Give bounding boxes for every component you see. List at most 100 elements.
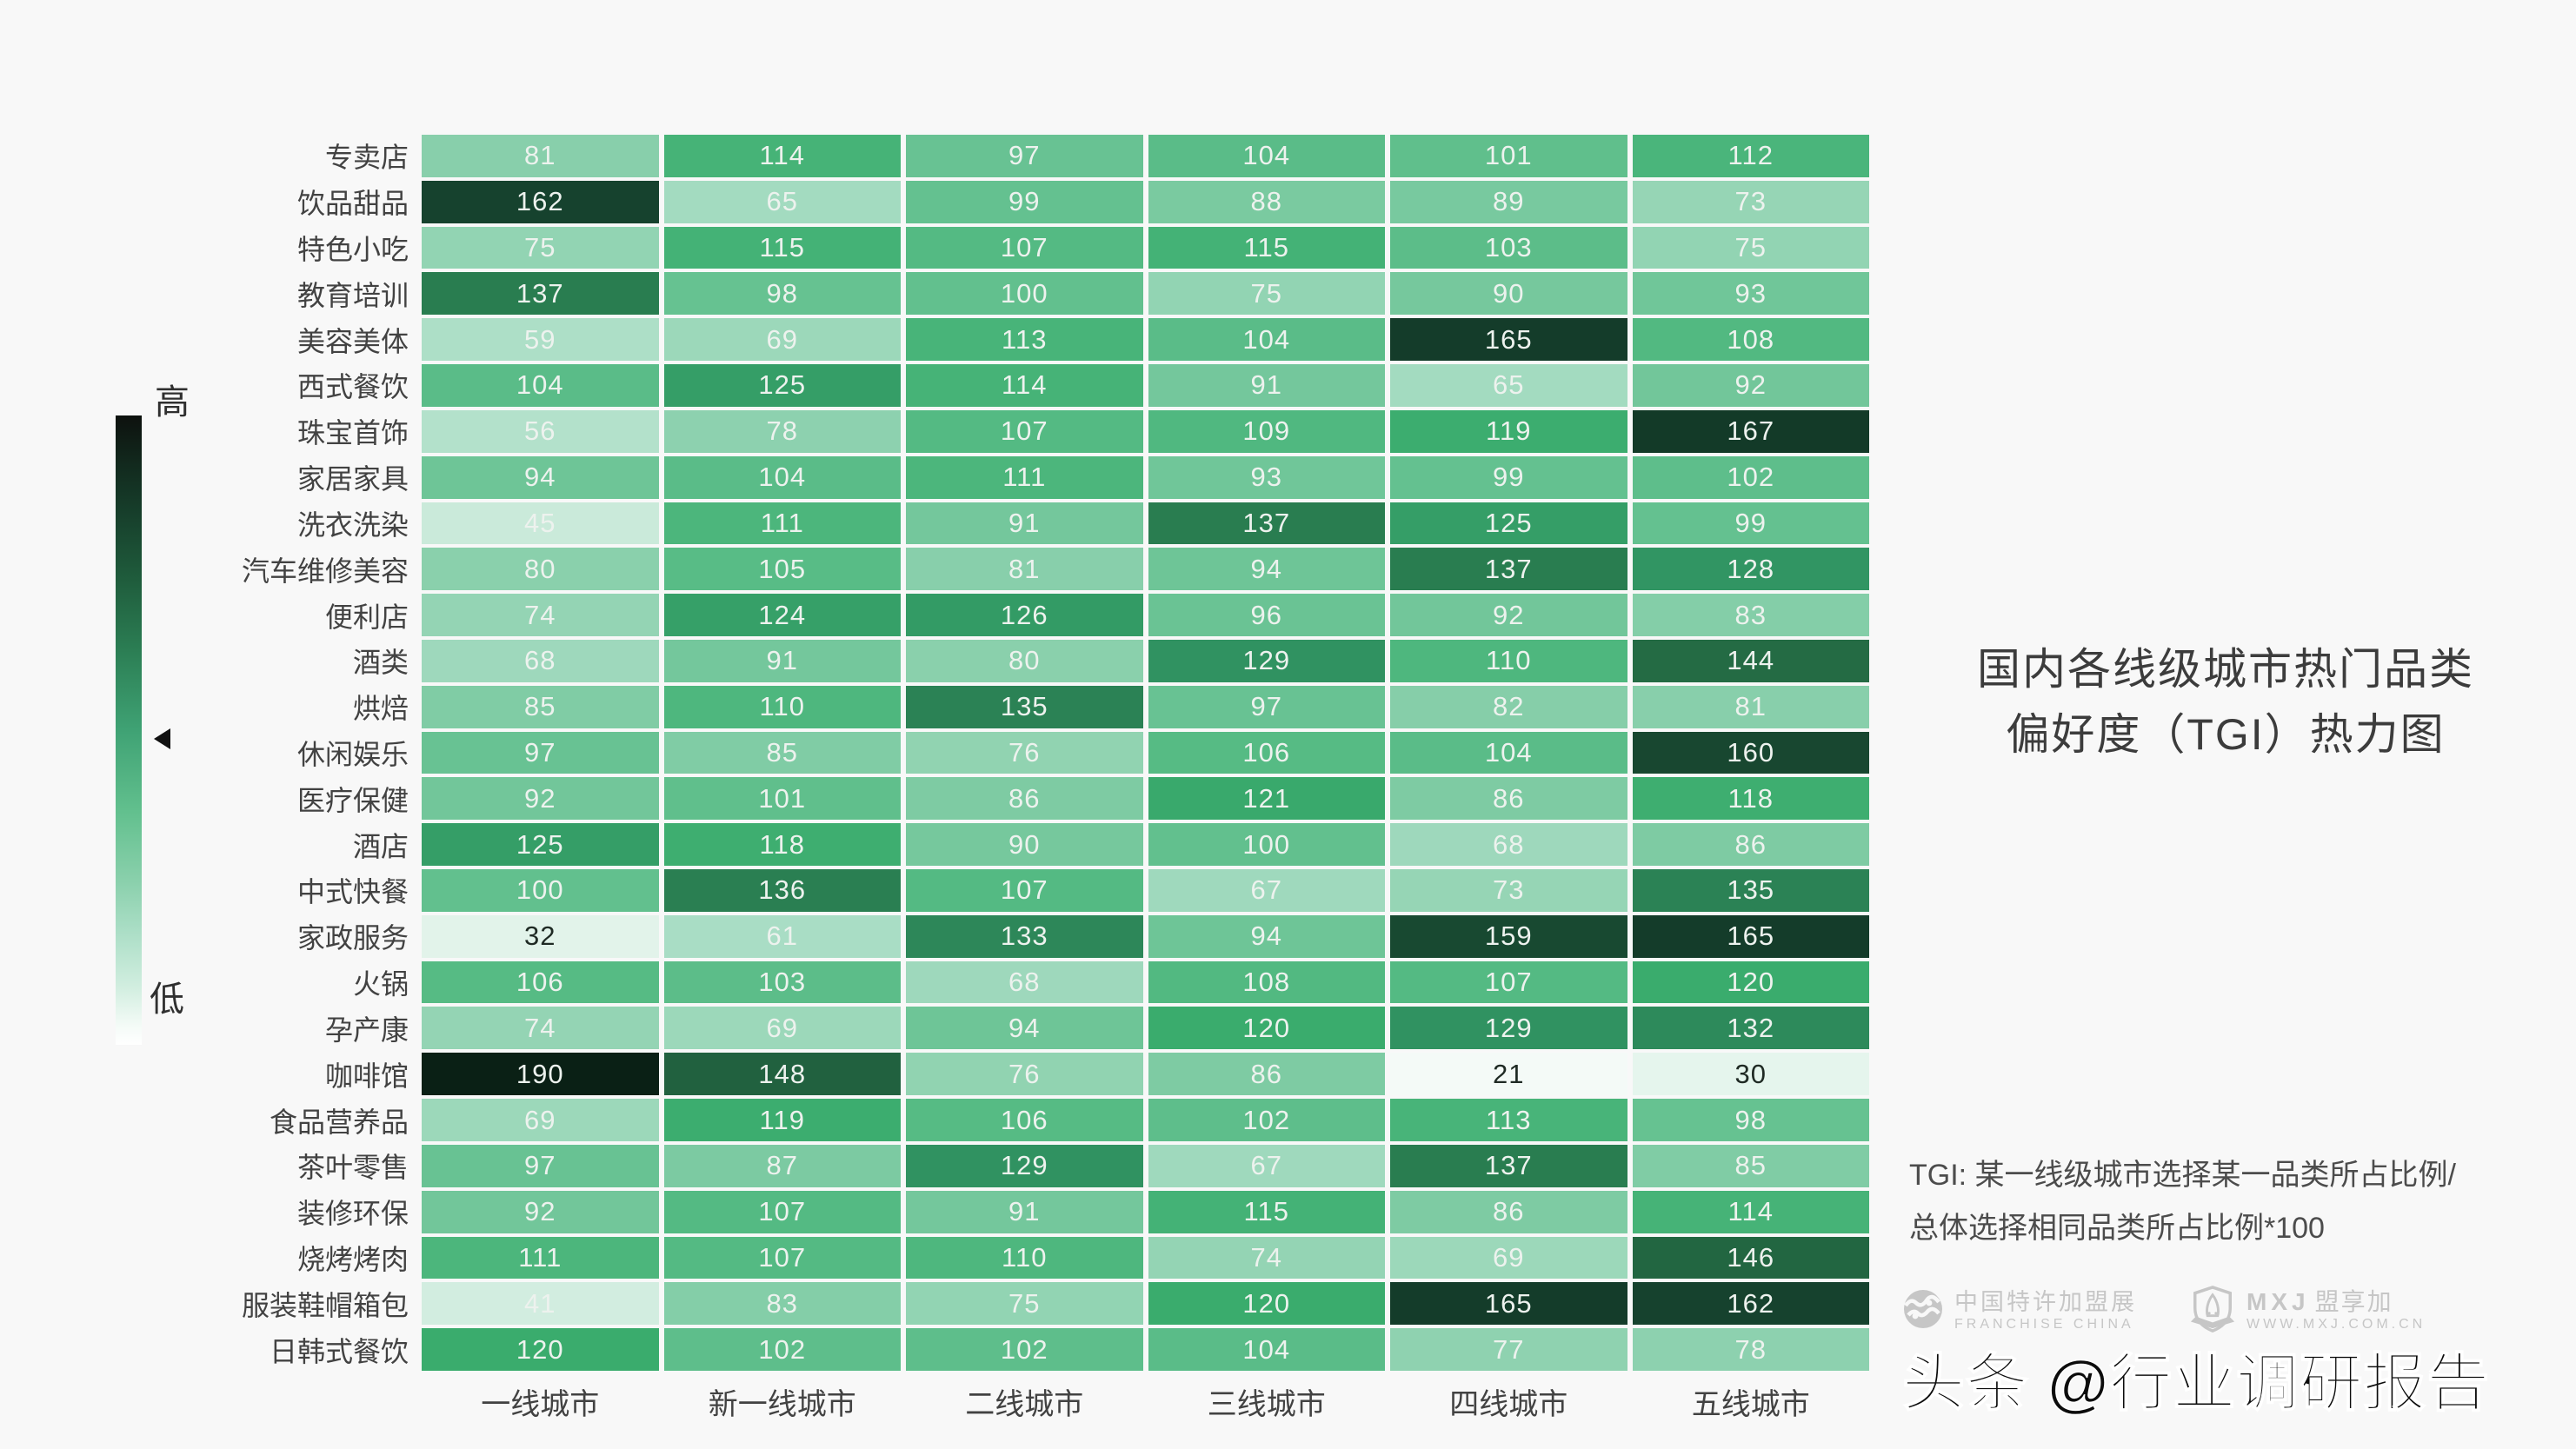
row-label: 教育培训 [296, 279, 409, 311]
heatmap-cell: 165 [1390, 318, 1627, 362]
heatmap-cell: 100 [906, 272, 1143, 316]
heatmap-cell: 102 [1632, 455, 1869, 499]
heatmap-cell: 101 [663, 777, 901, 821]
heatmap-cell: 45 [422, 502, 659, 545]
colorbar-low-label: 低 [150, 980, 184, 1019]
row-label: 酒类 [352, 647, 409, 679]
row-label: 烘焙 [352, 693, 409, 725]
heatmap-cell: 167 [1632, 409, 1869, 453]
row-label: 孕产康 [324, 1014, 409, 1046]
heatmap-cell: 113 [1390, 1099, 1627, 1141]
heatmap-cell: 92 [1632, 364, 1869, 407]
mxj-name: MXJ 盟享加 [2247, 1288, 2426, 1316]
chart-title-line2: 偏好度（TGI）热力图 [2006, 710, 2446, 759]
heatmap-cell: 120 [422, 1328, 659, 1371]
heatmap-cell: 69 [1390, 1236, 1627, 1280]
heatmap-cell: 106 [1148, 731, 1385, 774]
heatmap-cell: 74 [422, 1007, 659, 1050]
heatmap-cell: 86 [1632, 823, 1869, 867]
heatmap-cell: 103 [1390, 226, 1627, 269]
heatmap-cell: 80 [906, 639, 1143, 682]
heatmap-cell: 115 [663, 226, 901, 269]
heatmap-cell: 92 [1390, 594, 1627, 636]
heatmap-cell: 110 [663, 685, 901, 728]
heatmap-cell: 69 [422, 1099, 659, 1141]
heatmap-cell: 128 [1632, 548, 1869, 591]
row-label: 饮品甜品 [296, 188, 409, 220]
heatmap-cell: 90 [1390, 272, 1627, 316]
heatmap-cell: 78 [1632, 1328, 1869, 1371]
heatmap-cell: 86 [1148, 1053, 1385, 1096]
heatmap-cell: 83 [663, 1282, 901, 1326]
row-label: 茶叶零售 [296, 1152, 409, 1184]
heatmap-cell: 109 [1148, 409, 1385, 453]
heatmap-cell: 106 [906, 1099, 1143, 1141]
heatmap-cell: 160 [1632, 731, 1869, 774]
heatmap-cell: 135 [906, 685, 1143, 728]
heatmap-cell: 190 [422, 1053, 659, 1096]
heatmap-cell: 76 [906, 731, 1143, 774]
heatmap-cell: 94 [1148, 914, 1385, 958]
heatmap-cell: 86 [1390, 777, 1627, 821]
heatmap-cell: 92 [422, 1190, 659, 1233]
heatmap-cell: 125 [663, 364, 901, 407]
franchise-china-circle-icon [1902, 1288, 1944, 1334]
heatmap-cell: 129 [906, 1144, 1143, 1187]
colorbar-gradient [116, 415, 142, 1045]
heatmap-cell: 108 [1148, 960, 1385, 1004]
heatmap-cell: 101 [1390, 135, 1627, 177]
heatmap-cell: 126 [906, 594, 1143, 636]
heatmap-cell: 137 [422, 272, 659, 316]
heatmap-cell: 98 [663, 272, 901, 316]
heatmap-cell: 89 [1390, 180, 1627, 223]
heatmap-cell: 93 [1148, 455, 1385, 499]
heatmap-cell: 121 [1148, 777, 1385, 821]
heatmap-cell: 119 [663, 1099, 901, 1141]
heatmap-cell: 99 [1632, 502, 1869, 545]
heatmap-cell: 112 [1632, 135, 1869, 177]
column-label: 三线城市 [1207, 1388, 1326, 1421]
heatmap-cell: 68 [422, 639, 659, 682]
heatmap-cell: 80 [422, 548, 659, 591]
heatmap-cell: 97 [1148, 685, 1385, 728]
heatmap-cell: 137 [1390, 548, 1627, 591]
heatmap-cell: 69 [663, 1007, 901, 1050]
heatmap-cell: 119 [1390, 409, 1627, 453]
heatmap-cell: 114 [1632, 1190, 1869, 1233]
footer-logos: 中国特许加盟展 FRANCHISE CHINA MXJ 盟享加 WWW.MXJ.C… [1902, 1283, 2568, 1339]
heatmap-cell: 120 [1148, 1007, 1385, 1050]
heatmap-cell: 99 [906, 180, 1143, 223]
heatmap-cell: 91 [906, 1190, 1143, 1233]
heatmap-cell: 21 [1390, 1053, 1627, 1096]
tgi-definition-note: TGI: 某一线级城市选择某一品类所占比例/ 总体选择相同品类所占比例*100 [1909, 1149, 2570, 1255]
heatmap-cell: 87 [663, 1144, 901, 1187]
heatmap-cell: 97 [906, 135, 1143, 177]
row-label: 酒店 [352, 830, 409, 862]
heatmap-cell: 88 [1148, 180, 1385, 223]
row-label: 珠宝首饰 [296, 417, 409, 449]
heatmap-cell: 162 [422, 180, 659, 223]
column-label: 二线城市 [965, 1388, 1084, 1421]
heatmap-cell: 75 [422, 226, 659, 269]
heatmap-cell: 76 [906, 1053, 1143, 1096]
heatmap-cell: 132 [1632, 1007, 1869, 1050]
heatmap-cell: 120 [1148, 1282, 1385, 1326]
heatmap-cell: 32 [422, 914, 659, 958]
heatmap-cell: 114 [906, 364, 1143, 407]
heatmap-column-labels: 一线城市 新一线城市 二线城市 三线城市 四线城市 五线城市 [422, 1380, 1869, 1421]
heatmap-cell: 107 [906, 226, 1143, 269]
tgi-note-line2: 总体选择相同品类所占比例*100 [1909, 1212, 2325, 1245]
colorbar-high-label: 高 [155, 383, 190, 422]
heatmap-cell: 165 [1390, 1282, 1627, 1326]
row-label: 西式餐饮 [296, 371, 409, 403]
heatmap-cell: 124 [663, 594, 901, 636]
heatmap-cell: 75 [1632, 226, 1869, 269]
heatmap-cell: 118 [1632, 777, 1869, 821]
heatmap-cell: 99 [1390, 455, 1627, 499]
watermark-text: 头条 @行业调研报告 [1901, 1348, 2491, 1419]
heatmap-cell: 96 [1148, 594, 1385, 636]
heatmap-cell: 86 [906, 777, 1143, 821]
heatmap-cell: 159 [1390, 914, 1627, 958]
heatmap-cell: 105 [663, 548, 901, 591]
heatmap-cell: 162 [1632, 1282, 1869, 1326]
